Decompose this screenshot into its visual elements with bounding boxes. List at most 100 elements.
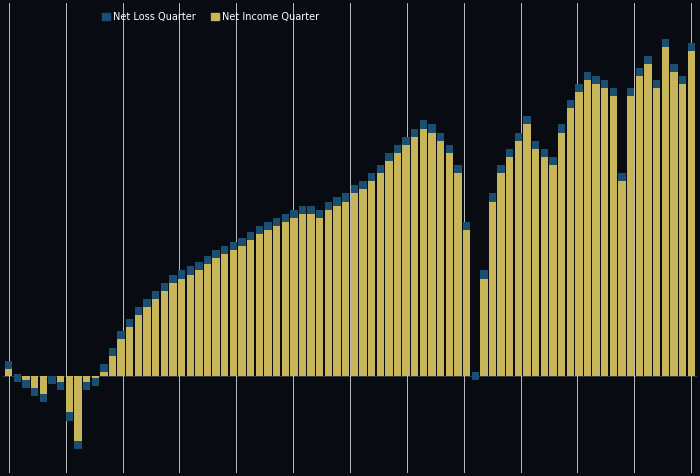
Bar — [670, 64, 678, 72]
Bar — [618, 173, 626, 376]
Bar — [480, 270, 488, 376]
Bar — [618, 173, 626, 181]
Bar — [83, 376, 90, 390]
Bar — [66, 412, 73, 420]
Bar — [463, 222, 470, 230]
Bar — [601, 80, 608, 88]
Bar — [66, 376, 73, 420]
Bar — [74, 441, 82, 449]
Bar — [532, 141, 540, 149]
Bar — [480, 270, 488, 278]
Bar — [92, 376, 99, 386]
Bar — [420, 120, 427, 129]
Bar — [212, 250, 220, 258]
Bar — [498, 165, 505, 376]
Bar — [160, 283, 168, 376]
Bar — [204, 256, 211, 376]
Bar — [281, 214, 289, 222]
Bar — [670, 64, 678, 376]
Bar — [402, 137, 409, 145]
Bar — [92, 377, 99, 386]
Bar — [411, 129, 419, 137]
Bar — [514, 132, 522, 376]
Bar — [178, 270, 186, 376]
Bar — [57, 382, 64, 390]
Bar — [627, 88, 634, 376]
Bar — [498, 165, 505, 173]
Bar — [100, 364, 108, 376]
Legend: Net Loss Quarter, Net Income Quarter: Net Loss Quarter, Net Income Quarter — [98, 8, 323, 25]
Bar — [256, 226, 263, 234]
Bar — [428, 124, 435, 132]
Bar — [489, 193, 496, 376]
Bar — [575, 84, 582, 376]
Bar — [653, 80, 660, 376]
Bar — [601, 80, 608, 376]
Bar — [402, 137, 409, 376]
Bar — [342, 193, 349, 376]
Bar — [377, 165, 384, 173]
Bar — [290, 209, 298, 376]
Bar — [532, 141, 540, 376]
Bar — [463, 222, 470, 376]
Bar — [48, 376, 56, 384]
Bar — [178, 270, 186, 278]
Bar — [40, 376, 47, 402]
Bar — [506, 149, 514, 157]
Bar — [411, 129, 419, 376]
Bar — [385, 153, 393, 376]
Bar — [14, 374, 21, 382]
Bar — [5, 361, 13, 369]
Bar — [524, 116, 531, 376]
Bar — [325, 201, 332, 376]
Bar — [195, 262, 202, 270]
Bar — [152, 291, 160, 299]
Bar — [134, 307, 142, 315]
Bar — [333, 198, 341, 376]
Bar — [247, 231, 254, 376]
Bar — [514, 132, 522, 141]
Bar — [428, 124, 435, 376]
Bar — [152, 291, 160, 376]
Bar — [299, 206, 306, 376]
Bar — [610, 88, 617, 96]
Bar — [144, 299, 150, 307]
Bar — [566, 100, 574, 108]
Bar — [687, 43, 695, 376]
Bar — [687, 43, 695, 51]
Bar — [333, 198, 341, 206]
Bar — [108, 347, 116, 376]
Bar — [454, 165, 461, 173]
Bar — [100, 364, 108, 372]
Bar — [247, 231, 254, 239]
Bar — [239, 238, 246, 376]
Bar — [290, 209, 298, 218]
Bar — [22, 376, 30, 388]
Bar — [584, 72, 592, 376]
Bar — [679, 76, 686, 376]
Bar — [83, 382, 90, 390]
Bar — [610, 88, 617, 376]
Bar — [40, 394, 47, 402]
Bar — [74, 376, 82, 449]
Bar — [14, 376, 21, 382]
Bar — [636, 68, 643, 376]
Bar — [160, 283, 168, 291]
Bar — [316, 209, 323, 376]
Bar — [359, 181, 367, 189]
Bar — [212, 250, 220, 376]
Bar — [299, 206, 306, 214]
Bar — [368, 173, 375, 181]
Bar — [653, 80, 660, 88]
Bar — [644, 56, 652, 376]
Bar — [126, 319, 134, 327]
Bar — [204, 256, 211, 264]
Bar — [31, 388, 38, 396]
Bar — [592, 76, 600, 84]
Bar — [575, 84, 582, 92]
Bar — [644, 56, 652, 64]
Bar — [307, 206, 315, 214]
Bar — [558, 124, 566, 132]
Bar — [592, 76, 600, 376]
Bar — [550, 157, 556, 376]
